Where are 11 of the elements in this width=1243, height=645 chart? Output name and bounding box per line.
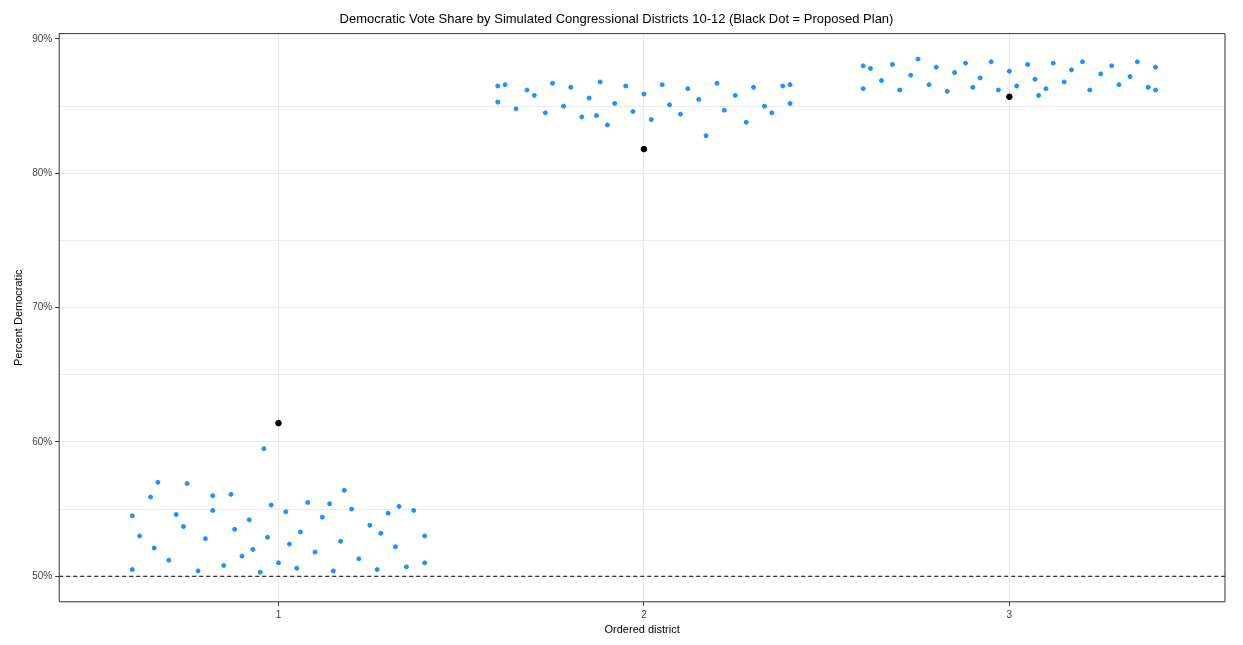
x-axis-title: Ordered district	[604, 623, 680, 636]
x-tick-label: 1	[275, 608, 282, 620]
chart-title: Democratic Vote Share by Simulated Congressional Districts 10-12 (Black Dot = Proposed Plan)	[339, 11, 894, 27]
y-tick-label: 70%	[32, 301, 53, 313]
x-tick-label: 2	[641, 608, 648, 620]
y-tick-label: 80%	[32, 167, 53, 179]
y-tick-label: 90%	[32, 32, 53, 44]
y-tick-label: 50%	[32, 570, 53, 582]
y-axis-title: Percent Democratic	[11, 268, 24, 366]
x-tick-label: 3	[1006, 608, 1013, 620]
y-tick-label: 60%	[32, 435, 53, 447]
